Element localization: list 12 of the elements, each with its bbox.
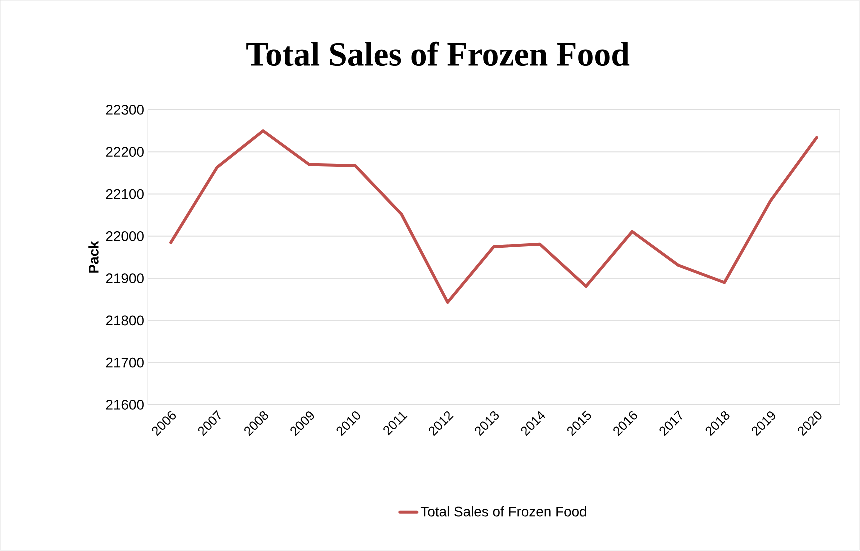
y-tick-label: 21900 (106, 274, 144, 284)
y-tick-label: 22100 (106, 189, 144, 200)
y-tick-label: 21600 (106, 400, 144, 410)
y-tick-label: 22000 (106, 231, 144, 242)
line-series (170, 130, 818, 304)
legend-label: Total Sales of Frozen Food (420, 506, 586, 517)
y-axis-title: Pack (88, 241, 99, 273)
y-tick-label: 21800 (106, 316, 144, 326)
chart-title: Total Sales of Frozen Food (246, 42, 630, 66)
y-tick-label: 22200 (106, 147, 144, 158)
y-tick-label: 22300 (106, 105, 144, 115)
y-tick-label: 21700 (106, 358, 144, 368)
